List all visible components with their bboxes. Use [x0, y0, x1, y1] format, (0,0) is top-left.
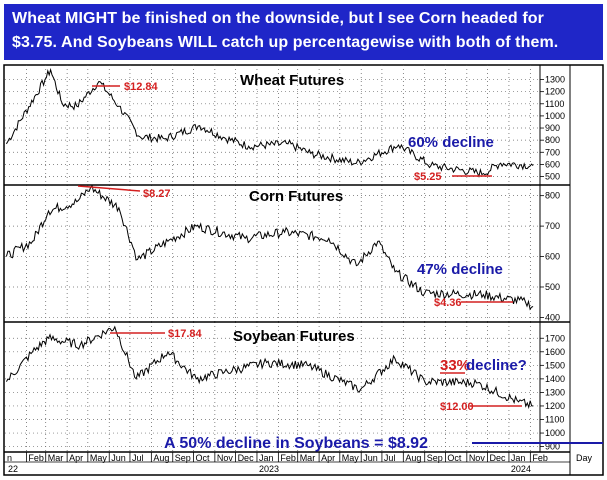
month-label-nov: Nov [217, 453, 234, 463]
month-label-may: May [342, 453, 360, 463]
panel-title-1: Corn Futures [249, 188, 343, 205]
month-label-mar: Mar [48, 453, 64, 463]
corn-decline-label: 47% decline [417, 261, 503, 278]
month-label-nov: Nov [469, 453, 486, 463]
y-tick-label: 1200 [545, 87, 565, 97]
y-tick-label: 1700 [545, 333, 565, 343]
y-tick-label: 600 [545, 252, 560, 262]
month-label-dec: Dec [490, 453, 507, 463]
soybean-projection-label: A 50% decline in Soybeans = $8.92 [164, 435, 428, 452]
month-label-mar: Mar [300, 453, 316, 463]
panel-title-0: Wheat Futures [240, 72, 344, 89]
year-label-2023: 2023 [259, 464, 279, 474]
headline-banner: Wheat MIGHT be finished on the downside,… [4, 4, 603, 60]
y-tick-label: 1600 [545, 347, 565, 357]
y-tick-label: 500 [545, 282, 560, 292]
month-label-feb: Feb [280, 453, 296, 463]
month-label-apr: Apr [69, 453, 83, 463]
month-label-jul: Jul [384, 453, 396, 463]
y-tick-label: 1300 [545, 75, 565, 85]
price-series-1 [5, 184, 534, 311]
y-tick-label: 800 [545, 191, 560, 201]
y-tick-label: 700 [545, 147, 560, 157]
corn-high-label: $8.27 [143, 188, 171, 200]
month-label-n: n [7, 453, 12, 463]
month-label-feb: Feb [532, 453, 548, 463]
y-tick-label: 1100 [545, 99, 564, 109]
month-label-feb: Feb [28, 453, 44, 463]
y-tick-label: 500 [545, 172, 560, 182]
y-tick-label: 1000 [545, 111, 565, 121]
chart-frame [3, 64, 604, 476]
corn-low-label: $4.36 [434, 297, 462, 309]
month-label-jul: Jul [132, 453, 144, 463]
y-tick-label: 1000 [545, 428, 565, 438]
month-label-may: May [90, 453, 108, 463]
y-tick-label: 1300 [545, 387, 565, 397]
wheat-low-label: $5.25 [414, 171, 442, 183]
year-label-2024: 2024 [511, 464, 531, 474]
wheat-high-label: $12.84 [124, 81, 159, 93]
month-label-dec: Dec [238, 453, 255, 463]
y-tick-label: 700 [545, 221, 560, 231]
month-label-jan: Jan [511, 453, 526, 463]
price-series-0 [5, 67, 534, 178]
month-label-aug: Aug [153, 453, 169, 463]
price-series-2 [5, 325, 534, 410]
month-label-apr: Apr [321, 453, 335, 463]
month-label-sep: Sep [427, 453, 443, 463]
soybean-decline-text: decline? [466, 357, 527, 374]
y-tick-label: 400 [545, 312, 560, 322]
headline-line-2: $3.75. And Soybeans WILL catch up percen… [12, 34, 559, 51]
corn-high-line [77, 185, 141, 192]
y-tick-label: 1100 [545, 415, 564, 425]
y-tick-label: 1500 [545, 360, 565, 370]
day-unit-label: Day [576, 453, 593, 463]
soybean-high-label: $17.84 [168, 328, 203, 340]
month-label-jun: Jun [111, 453, 126, 463]
y-tick-label: 900 [545, 123, 560, 133]
month-label-jun: Jun [363, 453, 378, 463]
y-tick-label: 600 [545, 159, 560, 169]
headline-line-1: Wheat MIGHT be finished on the downside,… [12, 10, 544, 27]
month-label-sep: Sep [175, 453, 191, 463]
panel-title-2: Soybean Futures [233, 328, 355, 345]
y-tick-label: 900 [545, 442, 560, 452]
wheat-decline-label: 60% decline [408, 134, 494, 151]
month-label-jan: Jan [259, 453, 274, 463]
month-label-oct: Oct [195, 453, 210, 463]
month-label-oct: Oct [447, 453, 462, 463]
year-label-2022: 22 [8, 464, 18, 474]
soybean-low-label: $12.00 [440, 401, 474, 413]
y-tick-label: 1200 [545, 401, 565, 411]
y-tick-label: 1400 [545, 374, 565, 384]
soybean-decline-pct: 33% [440, 357, 470, 374]
month-label-aug: Aug [405, 453, 421, 463]
y-tick-label: 800 [545, 135, 560, 145]
